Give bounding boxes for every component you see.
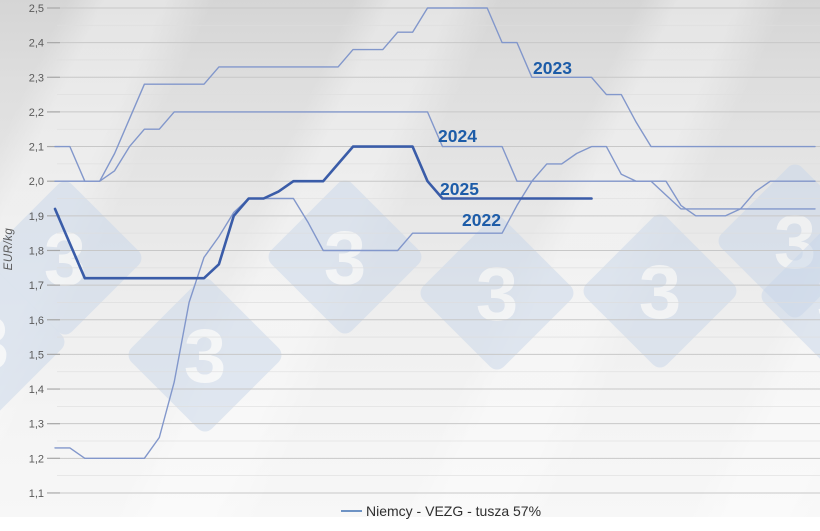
legend-line-swatch [341,509,362,513]
watermark-diamond: 3 [128,278,282,432]
y-tick-label: 2,3 [29,72,44,84]
year-label-2023: 2023 [533,58,572,78]
legend-item[interactable]: Niemcy - VEZG - tusza 57% [341,501,541,521]
y-axis-title: EUR/kg [3,227,15,271]
y-tick-label: 1,3 [29,419,44,431]
year-label-2024: 2024 [438,126,477,146]
watermark-digit: 3 [639,250,681,335]
watermark-diamond: 3 [420,216,574,370]
y-tick-label: 1,8 [29,245,44,257]
watermark-digit: 3 [0,301,9,386]
watermark-diamond: 3 [0,265,65,419]
y-tick-label: 1,5 [29,349,44,361]
y-tick-label: 1,1 [29,488,44,500]
series-line-2024 [54,111,816,210]
legend-label: Niemcy - VEZG - tusza 57% [366,503,542,519]
year-label-2025: 2025 [440,179,479,199]
y-tick-label: 2,5 [29,3,44,15]
y-tick-label: 1,9 [29,211,44,223]
y-tick-label: 2,4 [29,38,44,50]
y-tick-label: 1,7 [29,280,44,292]
y-tick-label: 2,0 [29,176,44,188]
watermark-digit: 3 [324,216,366,301]
series-line-2022 [54,145,816,459]
y-tick-label: 1,6 [29,315,44,327]
watermark-digit: 3 [184,314,226,399]
watermark-diamond: 3 [583,214,737,368]
y-tick-label: 2,1 [29,142,44,154]
year-label-2022: 2022 [462,210,501,230]
watermark-digit: 3 [476,252,518,337]
y-tick-label: 1,4 [29,384,44,396]
y-tick-label: 2,2 [29,107,44,119]
watermark-digit: 3 [817,255,820,340]
y-tick-label: 1,2 [29,453,44,465]
watermark-diamond: 3 [268,180,422,334]
series-line-2023 [54,7,816,182]
series-line-2025 [53,145,593,280]
watermark-diamond: 3 [761,219,820,373]
